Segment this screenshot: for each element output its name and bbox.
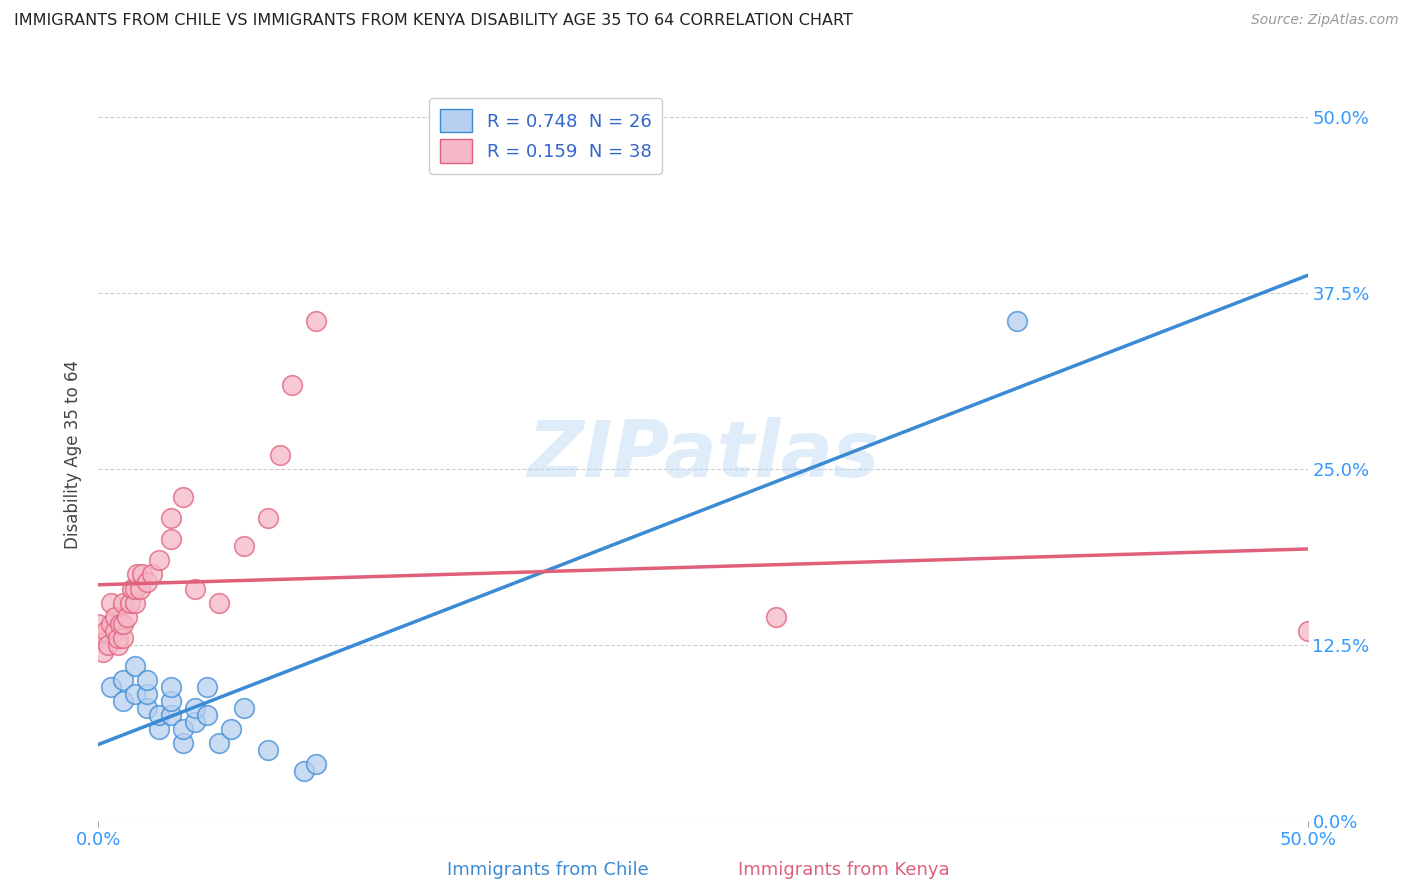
Point bbox=[111, 673, 134, 687]
Point bbox=[135, 701, 157, 715]
Text: ZIPatlas: ZIPatlas bbox=[527, 417, 879, 493]
Point bbox=[172, 736, 194, 750]
Point bbox=[104, 624, 127, 638]
Point bbox=[111, 596, 134, 610]
Point bbox=[128, 582, 150, 596]
Point bbox=[104, 609, 127, 624]
Point bbox=[121, 582, 143, 596]
Point bbox=[195, 708, 218, 723]
Text: IMMIGRANTS FROM CHILE VS IMMIGRANTS FROM KENYA DISABILITY AGE 35 TO 64 CORRELATI: IMMIGRANTS FROM CHILE VS IMMIGRANTS FROM… bbox=[14, 13, 853, 29]
Point bbox=[160, 708, 183, 723]
Point bbox=[87, 616, 110, 631]
Point bbox=[148, 723, 170, 737]
Point bbox=[221, 723, 243, 737]
Point bbox=[117, 609, 139, 624]
Point bbox=[124, 659, 146, 673]
Point bbox=[269, 448, 291, 462]
Legend: R = 0.748  N = 26, R = 0.159  N = 38: R = 0.748 N = 26, R = 0.159 N = 38 bbox=[429, 98, 662, 174]
Point bbox=[184, 715, 207, 730]
Point bbox=[100, 596, 122, 610]
Text: Immigrants from Chile: Immigrants from Chile bbox=[447, 861, 650, 879]
Point bbox=[232, 539, 254, 553]
Point bbox=[256, 743, 278, 757]
Point bbox=[208, 736, 231, 750]
Point bbox=[184, 582, 207, 596]
Text: Source: ZipAtlas.com: Source: ZipAtlas.com bbox=[1251, 13, 1399, 28]
Point bbox=[108, 616, 131, 631]
Point bbox=[305, 314, 328, 328]
Point bbox=[148, 553, 170, 567]
Point bbox=[148, 708, 170, 723]
Point bbox=[292, 764, 315, 779]
Point bbox=[124, 596, 146, 610]
Point bbox=[232, 701, 254, 715]
Text: Immigrants from Kenya: Immigrants from Kenya bbox=[738, 861, 949, 879]
Point bbox=[127, 567, 149, 582]
Point bbox=[160, 511, 183, 525]
Point bbox=[135, 574, 157, 589]
Point bbox=[141, 567, 163, 582]
Point bbox=[100, 680, 122, 694]
Point bbox=[124, 687, 146, 701]
Point bbox=[195, 680, 218, 694]
Point bbox=[160, 680, 183, 694]
Point bbox=[1296, 624, 1319, 638]
Point bbox=[765, 609, 787, 624]
Point bbox=[305, 757, 328, 772]
Point bbox=[184, 701, 207, 715]
Y-axis label: Disability Age 35 to 64: Disability Age 35 to 64 bbox=[65, 360, 83, 549]
Point bbox=[97, 638, 120, 652]
Point bbox=[118, 596, 141, 610]
Point bbox=[87, 631, 110, 645]
Point bbox=[100, 616, 122, 631]
Point bbox=[124, 582, 146, 596]
Point bbox=[160, 533, 183, 547]
Point bbox=[111, 694, 134, 708]
Point bbox=[94, 624, 117, 638]
Point bbox=[107, 631, 129, 645]
Point bbox=[1007, 314, 1029, 328]
Point bbox=[135, 673, 157, 687]
Point bbox=[256, 511, 278, 525]
Point bbox=[208, 596, 231, 610]
Point bbox=[172, 723, 194, 737]
Point bbox=[111, 631, 134, 645]
Point bbox=[91, 645, 114, 659]
Point bbox=[107, 638, 129, 652]
Point bbox=[131, 567, 153, 582]
Point bbox=[281, 377, 304, 392]
Point bbox=[135, 687, 157, 701]
Point bbox=[111, 616, 134, 631]
Point bbox=[160, 694, 183, 708]
Point bbox=[172, 490, 194, 504]
